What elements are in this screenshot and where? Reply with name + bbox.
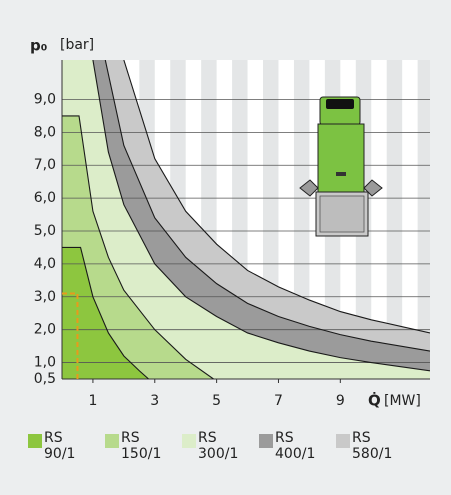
legend-label: RS 90/1 — [42, 430, 88, 462]
y-tick-label: 2,0 — [34, 322, 56, 338]
x-tick-label: 9 — [336, 393, 345, 409]
y-tick-label: 3,0 — [34, 289, 56, 305]
x-tick-label: 1 — [88, 393, 97, 409]
chart: p₀ [bar] Q̇ [MW] 0,51,0 2,0 3,0 4,0 5,0 6,0 7,… — [0, 0, 451, 420]
x-tick-label: 7 — [274, 393, 283, 409]
legend-swatch — [259, 434, 273, 448]
y-tick-label: 9,0 — [34, 91, 56, 107]
legend-label: RS 150/1 — [119, 430, 165, 462]
legend-label: RS 300/1 — [196, 430, 242, 462]
legend-swatch — [182, 434, 196, 448]
legend-swatch — [336, 434, 350, 448]
y-tick-label: 7,0 — [34, 157, 56, 173]
legend-swatch — [28, 434, 42, 448]
page: {"chart_data": {"type": "area", "ylabel_… — [0, 0, 451, 495]
legend-label: RS 400/1 — [273, 430, 319, 462]
x-tick-label: 5 — [212, 393, 221, 409]
x-tick-label: 3 — [150, 393, 159, 409]
y-tick-label: 8,0 — [34, 124, 56, 140]
x-axis-symbol: Q̇ — [368, 391, 381, 410]
y-tick-label: 0,5 — [34, 371, 56, 387]
y-tick-label: 6,0 — [34, 190, 56, 206]
y-tick-label: 5,0 — [34, 223, 56, 239]
y-tick-label: 4,0 — [34, 256, 56, 272]
legend: RS 90/1 RS 150/1 RS 300/1 RS 400/1 RS 580/1 — [28, 430, 438, 480]
y-axis-unit: [bar] — [60, 37, 94, 53]
y-axis-symbol: p₀ — [30, 37, 47, 55]
legend-swatch — [105, 434, 119, 448]
x-axis-unit: [MW] — [384, 393, 421, 409]
y-tick-label: 1,0 — [34, 355, 56, 371]
legend-label: RS 580/1 — [350, 430, 396, 462]
